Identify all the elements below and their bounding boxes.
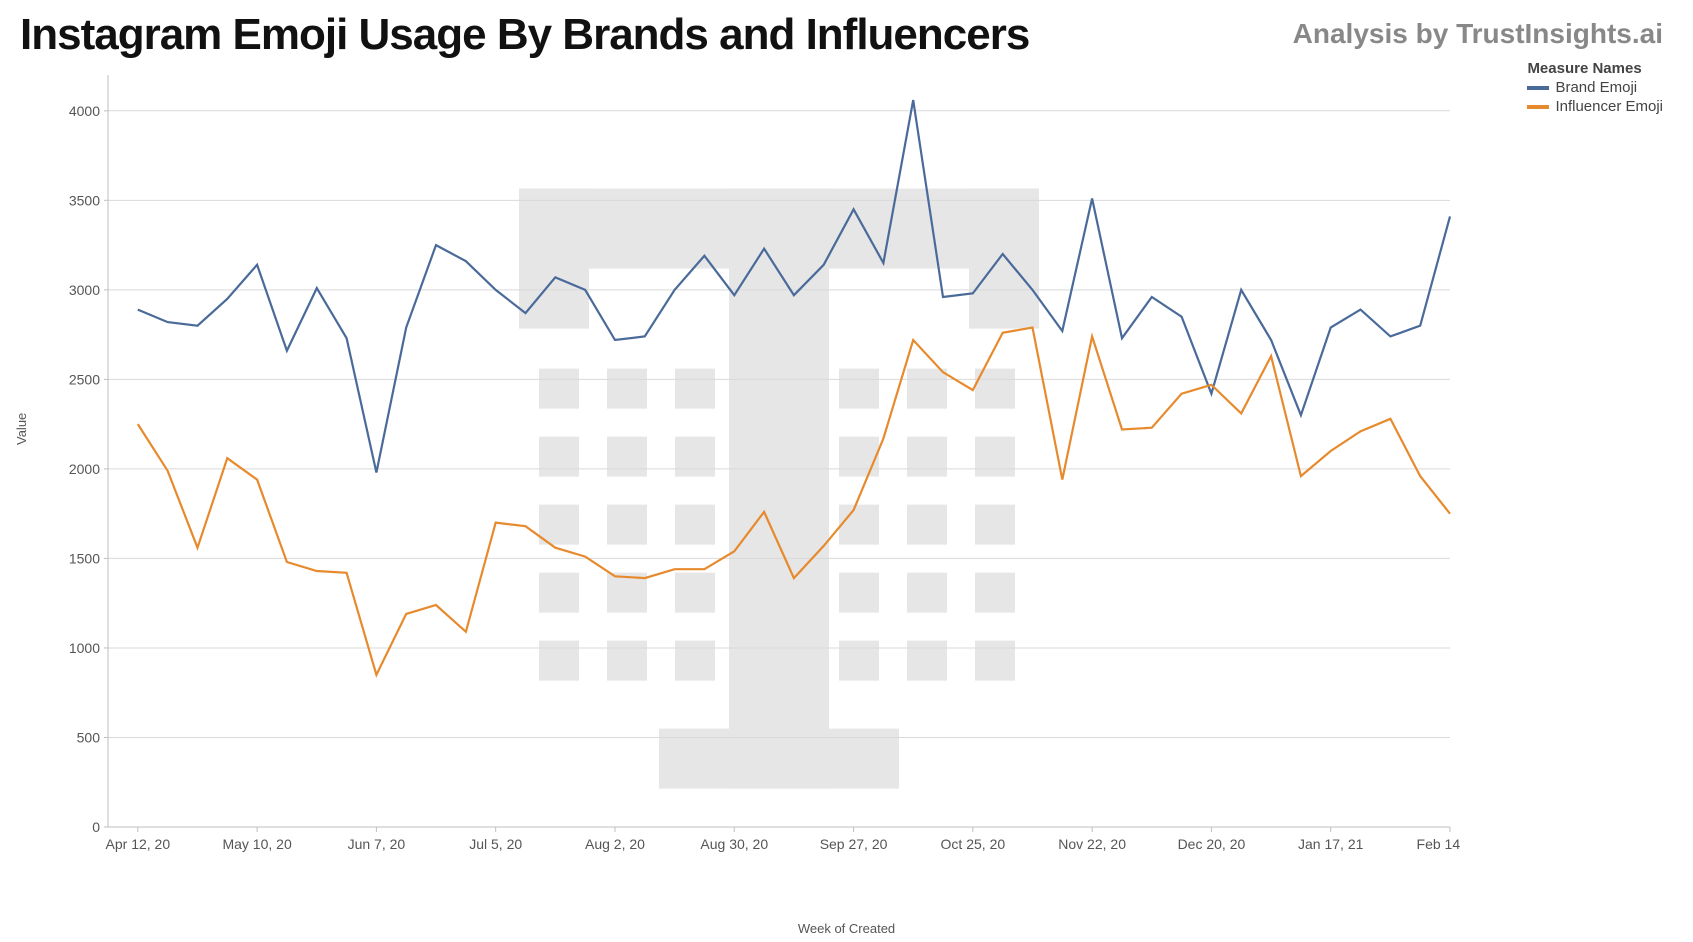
x-tick-label: Jun 7, 20 — [348, 836, 406, 852]
watermark — [519, 189, 1039, 789]
y-tick-label: 2500 — [69, 371, 100, 387]
legend-label-1: Influencer Emoji — [1555, 98, 1663, 115]
legend-swatch-0 — [1527, 86, 1549, 90]
legend: Measure Names Brand Emoji Influencer Emo… — [1527, 60, 1663, 115]
y-tick-label: 1000 — [69, 640, 100, 656]
x-tick-label: Feb 14, 21 — [1417, 836, 1460, 852]
legend-label-0: Brand Emoji — [1555, 79, 1637, 96]
plot-area: 0 500 1000 1500 2000 2500 3000 3500 4000 Apr 12, … — [60, 75, 1460, 875]
y-tick-label: 4000 — [69, 103, 100, 119]
y-tick-label: 3500 — [69, 192, 100, 208]
x-tick-label: Oct 25, 20 — [941, 836, 1006, 852]
legend-item-1: Influencer Emoji — [1527, 98, 1663, 115]
plot-svg: 0 500 1000 1500 2000 2500 3000 3500 4000 Apr 12, … — [60, 75, 1460, 875]
y-tick-label: 500 — [77, 729, 101, 745]
x-tick-label: Dec 20, 20 — [1178, 836, 1246, 852]
chart-subtitle: Analysis by TrustInsights.ai — [1293, 18, 1663, 50]
x-tick-label: Apr 12, 20 — [106, 836, 171, 852]
x-axis-label: Week of Created — [0, 921, 1693, 936]
x-tick-label: Jan 17, 21 — [1298, 836, 1364, 852]
y-tick-label: 1500 — [69, 550, 100, 566]
chart-container: Instagram Emoji Usage By Brands and Infl… — [0, 0, 1693, 942]
x-tick-label: Sep 27, 20 — [820, 836, 888, 852]
y-tick-label: 2000 — [69, 461, 100, 477]
legend-swatch-1 — [1527, 105, 1549, 109]
legend-title: Measure Names — [1527, 60, 1663, 77]
legend-item-0: Brand Emoji — [1527, 79, 1663, 96]
chart-title: Instagram Emoji Usage By Brands and Infl… — [20, 10, 1029, 60]
x-tick-label: Jul 5, 20 — [469, 836, 522, 852]
y-tick-label: 3000 — [69, 282, 100, 298]
x-tick-label: Aug 2, 20 — [585, 836, 645, 852]
y-axis-label: Value — [14, 413, 29, 445]
x-tick-label: May 10, 20 — [222, 836, 291, 852]
x-tick-label: Nov 22, 20 — [1058, 836, 1126, 852]
y-tick-label: 0 — [92, 819, 100, 835]
x-tick-label: Aug 30, 20 — [700, 836, 768, 852]
